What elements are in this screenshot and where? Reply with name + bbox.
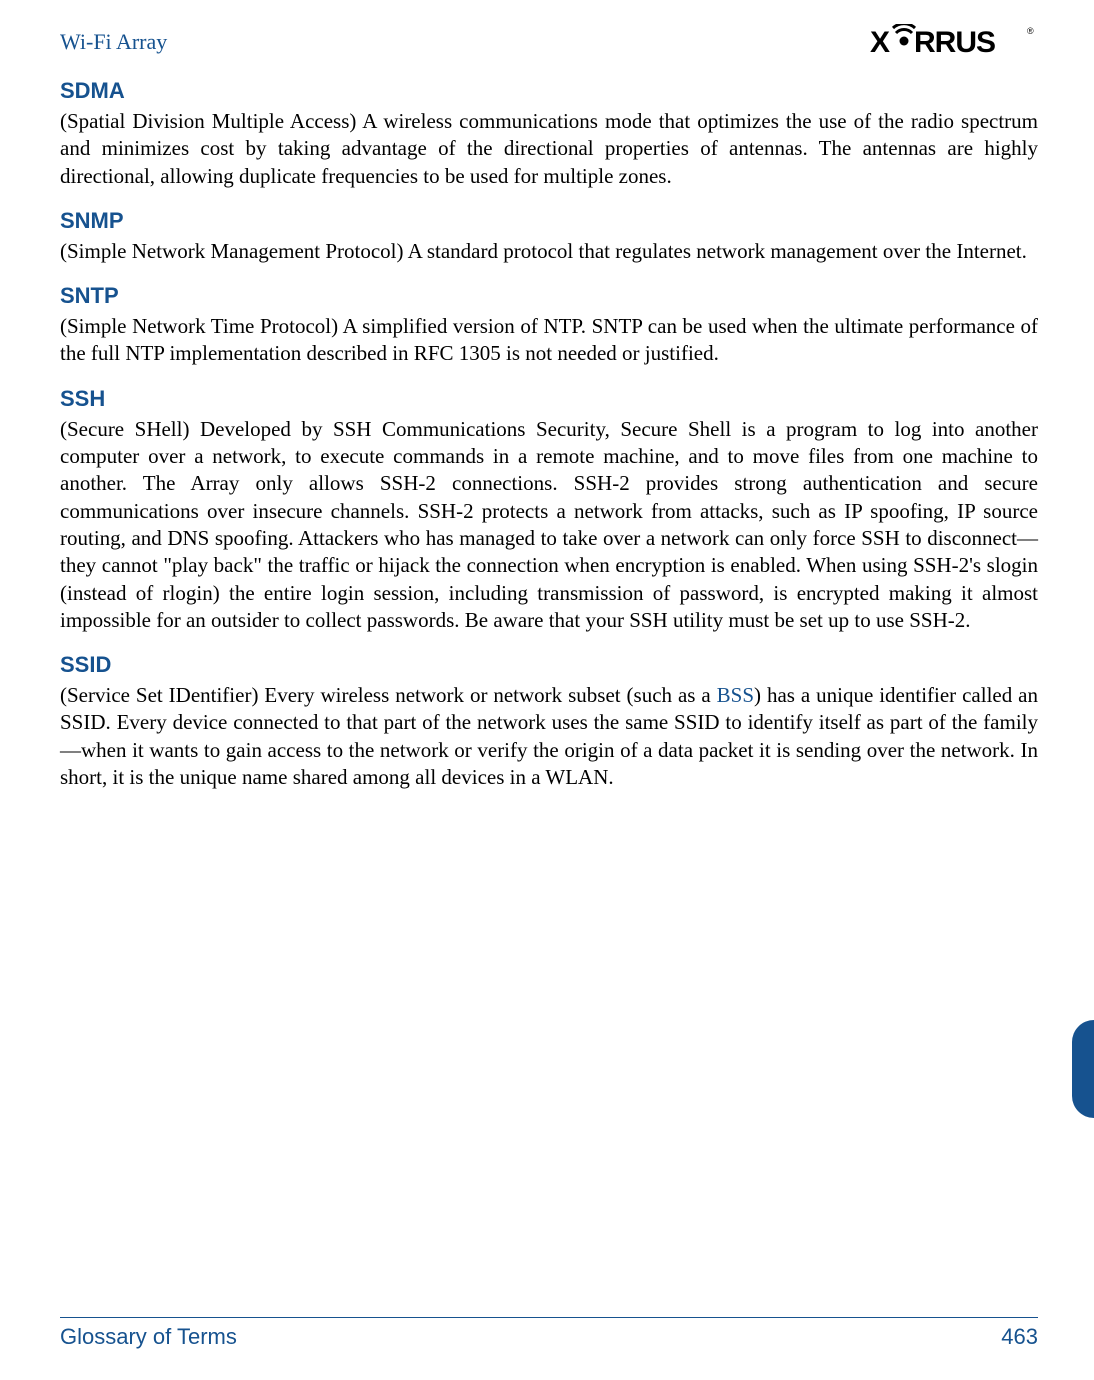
xirrus-logo-icon: X RRUS ® xyxy=(870,24,1038,60)
glossary-definition: (Simple Network Management Protocol) A s… xyxy=(60,238,1038,265)
glossary-definition: (Spatial Division Multiple Access) A wir… xyxy=(60,108,1038,190)
footer-divider xyxy=(60,1317,1038,1318)
glossary-term: SSH xyxy=(60,386,1038,412)
cross-reference-link[interactable]: BSS xyxy=(717,683,754,707)
glossary-term: SNTP xyxy=(60,283,1038,309)
page-edge-tab xyxy=(1072,1020,1094,1118)
footer-section-title: Glossary of Terms xyxy=(60,1324,237,1350)
page-content: Wi-Fi Array X RRUS ® SDMA (Spatial Divis… xyxy=(0,0,1094,1380)
svg-text:X: X xyxy=(870,26,890,59)
glossary-definition: (Simple Network Time Protocol) A simplif… xyxy=(60,313,1038,368)
page-number: 463 xyxy=(1001,1324,1038,1350)
glossary-definition: (Service Set IDentifier) Every wireless … xyxy=(60,682,1038,791)
definition-text-pre: (Service Set IDentifier) Every wireless … xyxy=(60,683,717,707)
page-footer: Glossary of Terms 463 xyxy=(60,1317,1038,1350)
page-header: Wi-Fi Array X RRUS ® xyxy=(60,24,1038,60)
glossary-term: SNMP xyxy=(60,208,1038,234)
brand-logo: X RRUS ® xyxy=(870,24,1038,60)
svg-text:RRUS: RRUS xyxy=(914,26,995,59)
glossary-definition: (Secure SHell) Developed by SSH Communic… xyxy=(60,416,1038,634)
glossary-term: SSID xyxy=(60,652,1038,678)
document-title: Wi-Fi Array xyxy=(60,29,167,55)
glossary-term: SDMA xyxy=(60,78,1038,104)
svg-text:®: ® xyxy=(1027,26,1034,36)
footer-row: Glossary of Terms 463 xyxy=(60,1324,1038,1350)
